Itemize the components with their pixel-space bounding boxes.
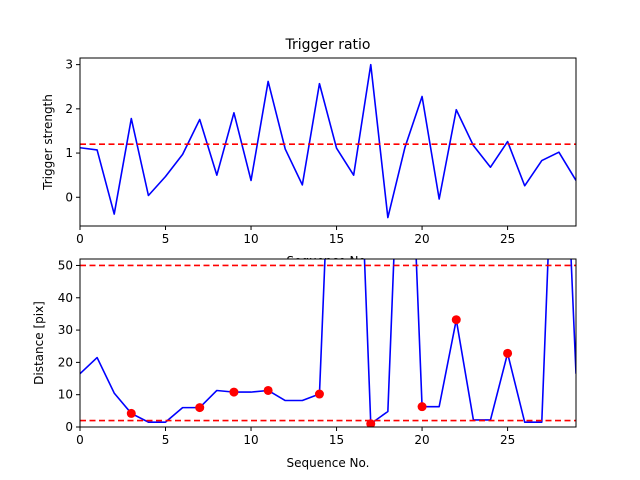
- plot-area: [79, 57, 577, 227]
- tick-group: 0 5 10 15 20 25 0 1 2 3: [65, 58, 515, 246]
- x-tick-label: 15: [329, 232, 344, 246]
- data-point: [263, 385, 273, 395]
- x-tick-label: 25: [500, 433, 515, 447]
- y-tick-label: 0: [65, 420, 73, 434]
- data-point: [314, 389, 324, 399]
- x-tick-label: 0: [76, 232, 84, 246]
- x-tick-label: 25: [500, 232, 515, 246]
- y-axis-label: Distance [pix]: [32, 301, 46, 385]
- plot-content: [80, 63, 576, 219]
- x-tick-label: 5: [162, 232, 170, 246]
- axes-frame: [79, 57, 577, 227]
- plot-area: [79, 258, 577, 428]
- x-tick-label: 10: [243, 433, 258, 447]
- plot-content: [80, 259, 576, 427]
- y-axis-label: Trigger strength: [41, 94, 55, 191]
- x-tick-label: 20: [414, 232, 429, 246]
- y-tick-label: 2: [65, 102, 73, 116]
- tick-group: 0 5 10 15 20 25 0 10 20 30 40 50: [58, 258, 516, 447]
- data-point: [229, 387, 239, 397]
- series-line: [80, 259, 576, 425]
- x-tick-label: 0: [76, 433, 84, 447]
- series-line: [80, 63, 576, 219]
- x-tick-label: 10: [243, 232, 258, 246]
- y-tick-label: 1: [65, 146, 73, 160]
- data-point: [126, 408, 136, 418]
- data-point: [195, 403, 205, 413]
- data-point: [417, 402, 427, 412]
- distance-chart: Distance [pix] Sequence No. 0 5 10 15 20 25 0 1…: [32, 258, 577, 470]
- x-tick-label: 20: [414, 433, 429, 447]
- y-tick-label: 50: [58, 258, 73, 272]
- axes-frame: [79, 258, 577, 428]
- x-tick-label: 5: [162, 433, 170, 447]
- axes-background: [80, 259, 576, 427]
- data-point: [366, 419, 376, 427]
- y-tick-label: 3: [65, 58, 73, 72]
- chart-title: Trigger ratio: [284, 37, 370, 53]
- data-point: [503, 348, 513, 358]
- y-tick-label: 20: [58, 355, 73, 369]
- y-tick-label: 30: [58, 323, 73, 337]
- y-tick-label: 0: [65, 190, 73, 204]
- x-axis-label: Sequence No.: [287, 456, 370, 470]
- data-point: [451, 315, 461, 325]
- x-tick-label: 15: [329, 433, 344, 447]
- trigger-ratio-chart: Trigger ratio Trigger strength Sequence …: [41, 37, 577, 268]
- y-tick-label: 10: [58, 388, 73, 402]
- y-tick-label: 40: [58, 291, 73, 305]
